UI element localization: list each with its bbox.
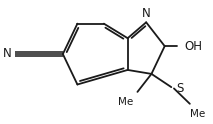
Text: Me: Me xyxy=(190,109,206,119)
Text: S: S xyxy=(177,82,184,95)
Text: N: N xyxy=(142,7,151,20)
Text: Me: Me xyxy=(118,97,134,107)
Text: N: N xyxy=(3,47,12,60)
Text: OH: OH xyxy=(184,40,203,53)
